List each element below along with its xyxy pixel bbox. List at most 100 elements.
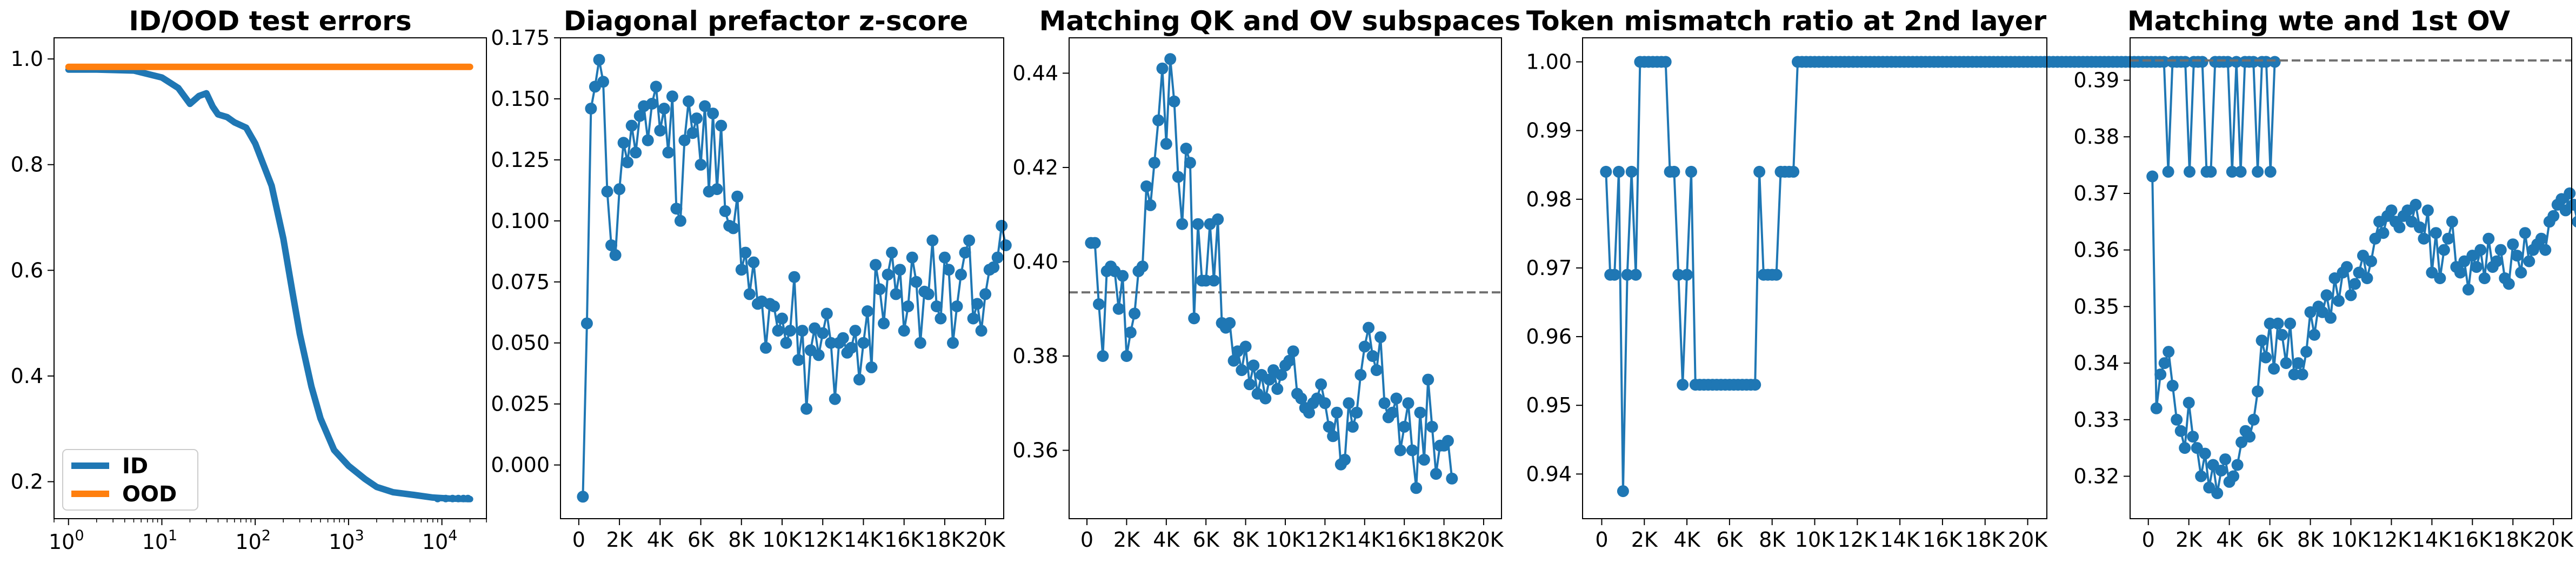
x-tick-label: 102 xyxy=(235,527,271,554)
data-point xyxy=(776,312,788,325)
data-point xyxy=(979,288,992,300)
x-tick-label: 8K xyxy=(1232,528,1259,552)
x-tick-label: 20K xyxy=(2008,528,2048,552)
x-tick-label: 12K xyxy=(1305,528,1345,552)
data-point xyxy=(674,214,686,227)
x-tick-label: 20K xyxy=(1464,528,1504,552)
data-point xyxy=(2184,165,2195,178)
data-point xyxy=(597,76,609,88)
data-point xyxy=(1378,397,1391,410)
y-tick-label: 0.42 xyxy=(1012,156,1058,179)
data-point xyxy=(1609,269,1621,281)
data-point xyxy=(768,300,780,312)
x-tick-label: 16K xyxy=(1385,528,1425,552)
data-point xyxy=(2474,244,2487,256)
data-point xyxy=(959,246,971,259)
y-tick-label: 0.000 xyxy=(491,453,550,477)
x-tick-label: 18K xyxy=(2493,528,2533,552)
data-point xyxy=(975,325,987,337)
series-line-id xyxy=(65,66,473,502)
data-point xyxy=(1370,364,1383,377)
data-point xyxy=(2410,198,2422,211)
data-point xyxy=(996,219,1008,232)
data-point xyxy=(870,259,882,271)
data-point xyxy=(1184,157,1196,169)
x-tick-label: 2K xyxy=(2175,528,2203,552)
data-point xyxy=(1152,114,1165,126)
data-point xyxy=(1097,350,1109,362)
data-point xyxy=(666,90,678,103)
data-point xyxy=(1275,368,1287,381)
data-point xyxy=(2535,232,2547,245)
data-point xyxy=(1263,373,1276,386)
data-point xyxy=(963,234,976,246)
panel-title: Matching QK and OV subspaces xyxy=(1039,5,1521,37)
data-point xyxy=(2226,165,2238,178)
data-point xyxy=(1600,165,1612,178)
data-point xyxy=(442,494,450,502)
data-point xyxy=(987,261,1000,273)
data-point xyxy=(1180,143,1192,155)
data-point xyxy=(735,264,748,276)
data-point xyxy=(719,205,731,217)
y-tick-label: 0.025 xyxy=(491,392,550,416)
data-point xyxy=(1442,435,1454,447)
data-point xyxy=(1148,157,1160,169)
x-tick-label: 100 xyxy=(49,527,84,554)
data-point xyxy=(1156,62,1169,75)
data-point xyxy=(2300,346,2313,358)
data-point xyxy=(633,110,646,122)
data-point xyxy=(2393,221,2406,233)
y-tick-label: 0.38 xyxy=(2073,125,2119,149)
data-point xyxy=(2179,56,2192,68)
x-tick-label: 10K xyxy=(1265,528,1305,552)
data-point xyxy=(2252,385,2264,398)
data-point xyxy=(772,325,784,337)
data-point xyxy=(577,491,589,503)
panel-title: Token mismatch ratio at 2nd layer xyxy=(1526,5,2047,37)
y-tick-label: 0.35 xyxy=(2073,294,2119,318)
data-point xyxy=(2244,431,2256,443)
x-tick-label: 6K xyxy=(688,528,715,552)
panel-matching-qk-ov-subspaces: Matching QK and OV subspaces 0.36 0.38 0.4… xyxy=(1012,5,1520,552)
data-point xyxy=(1398,420,1411,433)
y-tick-label: 0.150 xyxy=(491,87,550,111)
data-point xyxy=(617,137,630,149)
x-tick-label: 16K xyxy=(2453,528,2493,552)
data-point xyxy=(1112,303,1125,315)
data-point xyxy=(2260,56,2272,68)
data-point xyxy=(1236,364,1248,377)
data-point xyxy=(1753,165,1766,178)
data-point xyxy=(1749,379,1761,391)
data-point xyxy=(1247,359,1260,372)
y-tick-label: 1.00 xyxy=(1526,50,1572,74)
data-point xyxy=(1227,354,1240,367)
y-tick-label: 0.125 xyxy=(491,148,550,172)
data-point xyxy=(1207,274,1220,287)
data-point xyxy=(2219,453,2232,466)
data-point xyxy=(862,305,873,317)
data-point xyxy=(2430,227,2442,239)
data-point xyxy=(646,98,658,110)
data-point xyxy=(2268,363,2280,375)
data-point xyxy=(2564,187,2576,199)
data-point xyxy=(650,81,662,93)
data-point xyxy=(817,327,829,339)
x-tick-label: 20K xyxy=(966,528,1006,552)
data-point xyxy=(837,332,849,344)
x-tick-label: 18K xyxy=(1965,528,2005,552)
data-point xyxy=(2280,357,2292,370)
data-point xyxy=(829,393,841,405)
data-point xyxy=(1390,392,1403,405)
data-point xyxy=(727,222,739,234)
data-point xyxy=(902,300,915,312)
data-point xyxy=(2539,244,2552,256)
x-tick-label: 0 xyxy=(1080,528,1093,552)
data-point xyxy=(464,494,472,502)
legend-label: OOD xyxy=(122,482,177,507)
data-point xyxy=(820,307,833,320)
data-point xyxy=(1089,237,1101,249)
data-point xyxy=(622,156,634,169)
x-tick-label: 14K xyxy=(2412,528,2452,552)
data-point xyxy=(2482,232,2495,245)
